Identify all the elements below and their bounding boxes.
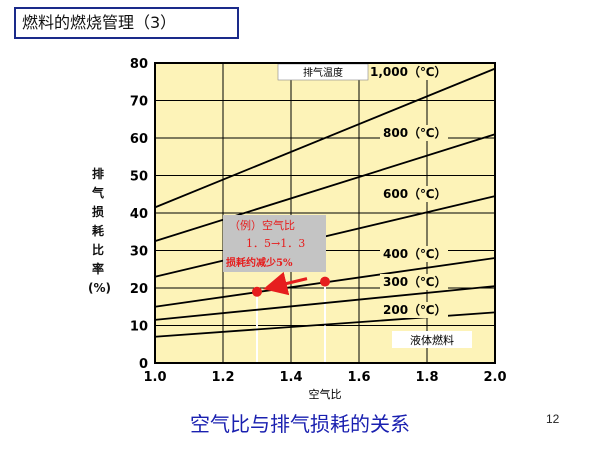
series-label: 800（℃）	[383, 125, 447, 140]
x-axis-label: 空气比	[309, 387, 342, 401]
annotation-line2: 1．5→1．3	[246, 237, 305, 250]
annotation-line3: 损耗约减少5%	[226, 256, 293, 269]
series-label: 400（℃）	[383, 246, 447, 261]
y-axis-label-char: 排	[91, 167, 104, 181]
y-tick-label: 40	[130, 207, 148, 222]
y-axis-label-char: 率	[91, 262, 104, 276]
data-point	[252, 286, 262, 297]
fuel-label-box	[392, 331, 472, 348]
y-axis-label-char: 耗	[91, 224, 104, 238]
series-label-bg	[380, 246, 448, 262]
y-axis-label-char: 比	[91, 243, 104, 257]
series-label: 300（℃）	[383, 274, 447, 289]
series-label-bg	[380, 125, 448, 141]
y-axis-label-char: 损	[91, 205, 104, 219]
slide-title: 燃料的燃烧管理（3）	[14, 7, 239, 39]
x-tick-label: 2.0	[483, 370, 506, 385]
y-tick-label: 20	[130, 282, 148, 297]
series-label-bg	[367, 64, 455, 80]
y-tick-label: 80	[130, 57, 148, 72]
x-tick-label: 1.6	[347, 370, 370, 385]
series-label-bg	[380, 302, 448, 318]
series-line	[154, 285, 496, 321]
series-line	[154, 67, 496, 209]
y-axis-label: 排 气 损 耗 比 率 (%)	[88, 165, 111, 298]
series-label-bg	[380, 274, 448, 290]
y-tick-label: 60	[130, 132, 148, 147]
y-tick-label: 50	[130, 170, 148, 185]
legend-title: 排气温度	[303, 66, 343, 79]
x-tick-label: 1.8	[415, 370, 438, 385]
series-label: 200（℃）	[383, 302, 447, 317]
x-tick-label: 1.4	[279, 370, 302, 385]
x-tick-label: 1.0	[143, 370, 166, 385]
figure-caption: 空气比与排气损耗的关系	[190, 412, 410, 436]
series-line	[154, 133, 496, 242]
x-tick-label: 1.2	[211, 370, 234, 385]
annotation-box	[223, 215, 326, 272]
series-label-bg	[380, 186, 448, 202]
y-tick-label: 30	[130, 245, 148, 260]
reduction-arrow	[263, 271, 308, 296]
y-tick-label: 0	[139, 357, 148, 372]
series-label: 1,000（℃）	[370, 64, 447, 79]
fuel-label: 液体燃料	[410, 333, 454, 347]
page-number: 12	[546, 412, 560, 426]
plot-border	[154, 62, 496, 364]
annotation-line1: （例）空气比	[229, 218, 295, 232]
y-axis-label-char: 气	[91, 186, 104, 200]
series-label: 600（℃）	[383, 186, 447, 201]
y-axis-label-char: (%)	[88, 281, 111, 295]
y-tick-label: 70	[130, 95, 148, 110]
data-point	[320, 276, 330, 287]
y-tick-label: 10	[130, 320, 148, 335]
